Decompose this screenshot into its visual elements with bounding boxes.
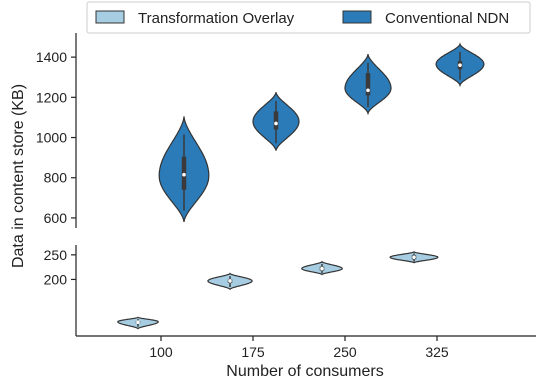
median-dot-conventional-ndn-250 bbox=[366, 88, 370, 93]
upper-y-tick-label: 800 bbox=[44, 170, 68, 186]
upper-y-tick-label: 1400 bbox=[36, 49, 67, 65]
median-dot-transformation-overlay-175 bbox=[228, 279, 232, 283]
lower-panel: 200 250 bbox=[44, 247, 439, 330]
x-tick-label: 325 bbox=[425, 344, 449, 360]
legend-label-transformation-overlay: Transformation Overlay bbox=[138, 10, 295, 27]
legend: Transformation Overlay Conventional NDN bbox=[86, 1, 531, 34]
lower-y-tick-label: 250 bbox=[44, 247, 68, 263]
median-dot-conventional-ndn-325 bbox=[458, 63, 462, 67]
median-dot-transformation-overlay-250 bbox=[320, 266, 324, 271]
median-dot-transformation-overlay-100 bbox=[136, 320, 140, 325]
median-dot-transformation-overlay-325 bbox=[412, 255, 416, 260]
x-tick-label: 250 bbox=[333, 344, 357, 360]
lower-y-tick-label: 200 bbox=[44, 271, 68, 287]
x-ticks: 100 175 250 325 bbox=[149, 336, 449, 360]
legend-swatch-transformation-overlay bbox=[95, 10, 125, 24]
legend-box bbox=[86, 1, 531, 34]
y-axis-title: Data in content store (KB) bbox=[10, 84, 27, 268]
legend-label-conventional-ndn: Conventional NDN bbox=[385, 10, 509, 27]
upper-panel: 600 800 1000 1200 1400 bbox=[36, 42, 485, 226]
x-axis-title: Number of consumers bbox=[226, 363, 383, 380]
legend-swatch-conventional-ndn bbox=[342, 10, 372, 24]
x-tick-label: 100 bbox=[149, 344, 173, 360]
median-dot-conventional-ndn-175 bbox=[274, 121, 278, 126]
upper-y-tick-label: 1200 bbox=[36, 89, 67, 105]
upper-y-tick-label: 1000 bbox=[36, 130, 67, 146]
upper-y-tick-label: 600 bbox=[44, 210, 68, 226]
median-dot-conventional-ndn-100 bbox=[182, 172, 186, 177]
x-tick-label: 175 bbox=[241, 344, 265, 360]
